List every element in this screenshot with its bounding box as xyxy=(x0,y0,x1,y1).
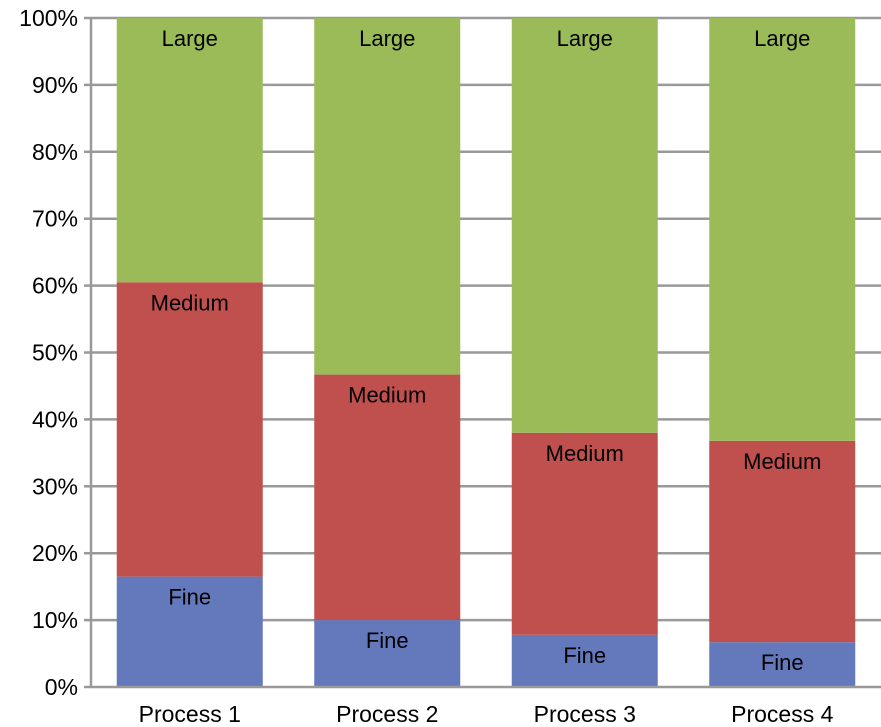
y-tick-label: 10% xyxy=(32,607,78,633)
segment-label-large: Large xyxy=(557,26,613,51)
bar-segment-fine xyxy=(709,642,856,687)
bars xyxy=(116,18,856,687)
x-category-label: Process 3 xyxy=(534,701,636,727)
bar-segment-large xyxy=(314,18,461,375)
x-axis-category-labels: Process 1 Process 2 Process 3 Process 4 xyxy=(139,701,834,727)
bar-segment-medium xyxy=(511,432,658,635)
bar-segment-large xyxy=(511,18,658,433)
bar-segment-large xyxy=(709,18,856,441)
segment-label-fine: Fine xyxy=(168,585,211,610)
segment-label-fine: Fine xyxy=(761,650,804,675)
segment-label-medium: Medium xyxy=(743,449,821,474)
y-tick-label: 100% xyxy=(19,5,78,31)
bar-segment-medium xyxy=(314,374,461,621)
bar-segment-medium xyxy=(116,282,263,577)
y-tick-label: 50% xyxy=(32,340,78,366)
segment-label-large: Large xyxy=(162,26,218,51)
y-tick-label: 0% xyxy=(45,674,78,700)
x-category-label: Process 2 xyxy=(336,701,438,727)
y-tick-label: 20% xyxy=(32,540,78,566)
segment-label-medium: Medium xyxy=(546,441,624,466)
y-tick-label: 90% xyxy=(32,72,78,98)
y-tick-label: 60% xyxy=(32,273,78,299)
y-tick-label: 70% xyxy=(32,206,78,232)
segment-label-medium: Medium xyxy=(151,290,229,315)
bar-segment-large xyxy=(116,18,263,283)
bar-segment-fine xyxy=(511,634,658,687)
segment-label-fine: Fine xyxy=(366,628,409,653)
y-axis-tick-labels: 0% 10% 20% 30% 40% 50% 60% 70% 80% 90% 100% xyxy=(19,5,78,700)
x-category-label: Process 1 xyxy=(139,701,241,727)
x-category-label: Process 4 xyxy=(731,701,833,727)
segment-label-fine: Fine xyxy=(563,643,606,668)
y-tick-label: 30% xyxy=(32,473,78,499)
segment-label-large: Large xyxy=(359,26,415,51)
segment-label-large: Large xyxy=(754,26,810,51)
bar-segment-fine xyxy=(116,576,263,687)
y-tick-label: 80% xyxy=(32,139,78,165)
segment-labels: Fine Medium Large Fine Medium Large Fine Medium… xyxy=(151,26,822,675)
y-tick-label: 40% xyxy=(32,406,78,432)
bar-segment-medium xyxy=(709,440,856,643)
bar-segment-fine xyxy=(314,620,461,687)
segment-label-medium: Medium xyxy=(348,383,426,408)
